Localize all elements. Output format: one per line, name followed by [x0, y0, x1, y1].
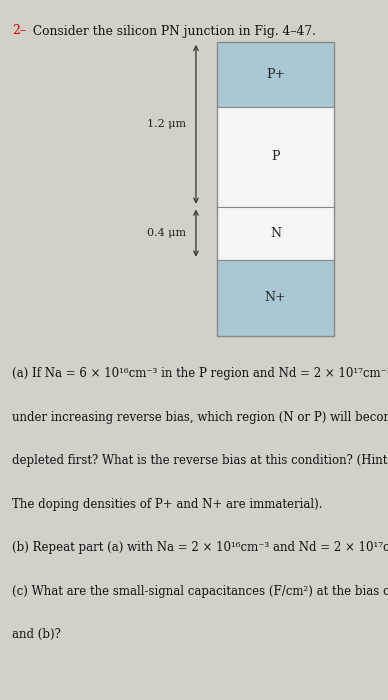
Text: (b) Repeat part (a) with Na = 2 × 10¹⁶cm⁻³ and Nd = 2 × 10¹⁷cm⁻³.: (b) Repeat part (a) with Na = 2 × 10¹⁶cm…	[12, 541, 388, 554]
Text: (c) What are the small-signal capacitances (F/cm²) at the bias conditions in (a): (c) What are the small-signal capacitanc…	[12, 584, 388, 598]
Bar	[217, 260, 334, 336]
Text: N: N	[270, 227, 281, 239]
Bar	[217, 42, 334, 106]
Bar	[217, 42, 334, 336]
Text: 2–: 2–	[12, 25, 26, 38]
Text: The doping densities of P+ and N+ are immaterial).: The doping densities of P+ and N+ are im…	[12, 498, 322, 511]
Text: and (b)?: and (b)?	[12, 628, 61, 641]
Text: 0.4 μm: 0.4 μm	[147, 228, 186, 238]
Text: P: P	[271, 150, 280, 163]
Text: Consider the silicon PN junction in Fig. 4–47.: Consider the silicon PN junction in Fig.…	[29, 25, 316, 38]
Text: depleted first? What is the reverse bias at this condition? (Hint: use Nₐxₚ = Nₑ: depleted first? What is the reverse bias…	[12, 454, 388, 468]
Bar	[217, 106, 334, 206]
Text: N+: N+	[265, 291, 286, 304]
Text: 1.2 μm: 1.2 μm	[147, 119, 186, 130]
Text: under increasing reverse bias, which region (N or P) will become completely: under increasing reverse bias, which reg…	[12, 411, 388, 424]
Bar	[217, 206, 334, 260]
Text: (a) If Na = 6 × 10¹⁶cm⁻³ in the P region and Nd = 2 × 10¹⁷cm⁻³ in the N region,: (a) If Na = 6 × 10¹⁶cm⁻³ in the P region…	[12, 368, 388, 381]
Text: P+: P+	[266, 68, 285, 80]
